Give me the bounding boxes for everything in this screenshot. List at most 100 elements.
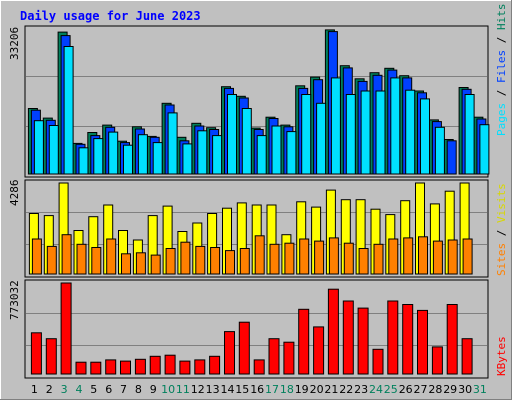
legend-files: Files	[495, 50, 508, 83]
sites-bar-day-23	[358, 248, 369, 275]
kbytes-bar-day-5	[90, 361, 102, 375]
kbytes-bar-day-25	[387, 300, 399, 375]
max-label-hits: 33206	[8, 27, 21, 60]
day-label-12: 12	[191, 383, 205, 396]
pages-bar-day-21	[330, 77, 341, 175]
legend-kbytes: KBytes	[495, 336, 508, 376]
kbytes-bar-day-7	[120, 360, 131, 375]
pages-bar-day-8	[137, 134, 148, 175]
day-label-18: 18	[280, 383, 294, 396]
sites-bar-day-14	[225, 250, 235, 275]
sites-bar-day-24	[373, 243, 384, 275]
kbytes-bar-day-28	[431, 346, 443, 375]
kbytes-bar-day-18	[283, 341, 295, 375]
sites-bar-day-4	[76, 243, 87, 275]
kbytes-bar-day-1	[30, 332, 42, 375]
pages-bar-day-9	[152, 142, 163, 175]
pages-bar-day-22	[345, 94, 356, 175]
sites-bar-day-21	[328, 237, 339, 275]
kbytes-bar-day-29	[446, 304, 458, 375]
pages-bar-day-1	[33, 120, 44, 175]
pages-bar-day-4	[78, 147, 89, 175]
sites-bar-day-27	[418, 236, 428, 275]
day-label-31: 31	[473, 383, 487, 396]
sites-bar-day-2	[46, 245, 57, 275]
kbytes-bar-day-22	[342, 300, 354, 375]
max-label-visits: 4286	[8, 180, 21, 207]
sites-bar-day-29	[447, 239, 458, 275]
kbytes-bar-day-2	[45, 338, 57, 375]
sites-bar-day-20	[314, 240, 325, 275]
chart-title: Daily usage for June 2023	[20, 9, 201, 23]
kbytes-bar-day-9	[149, 355, 161, 375]
pages-bar-day-15	[241, 108, 252, 175]
kbytes-bar-day-3	[60, 282, 72, 375]
day-label-29: 29	[443, 383, 457, 396]
kbytes-bar-day-12	[194, 359, 206, 375]
day-label-30: 30	[458, 383, 472, 396]
day-label-24: 24	[369, 383, 383, 396]
kbytes-bar-day-8	[134, 358, 146, 375]
pages-bar-day-11	[182, 143, 193, 175]
kbytes-bar-day-16	[253, 359, 265, 375]
pages-bar-day-30	[464, 94, 475, 175]
legend-sep: /	[495, 223, 508, 243]
kbytes-bar-day-23	[357, 307, 369, 375]
legend-sep: /	[495, 30, 508, 50]
pages-bar-day-27	[420, 98, 430, 175]
pages-bar-day-23	[360, 90, 371, 175]
kbytes-bar-day-17	[268, 338, 280, 375]
sites-bar-day-10	[165, 248, 176, 275]
pages-bar-day-14	[227, 94, 237, 175]
sites-bar-day-9	[150, 254, 161, 275]
side-legend-visits-sites: Sites / Visits	[495, 183, 508, 276]
kbytes-bar-day-4	[75, 361, 87, 375]
day-label-20: 20	[310, 383, 324, 396]
pages-bar-day-7	[123, 144, 133, 175]
day-label-27: 27	[414, 383, 428, 396]
pages-bar-day-28	[434, 126, 445, 175]
day-label-15: 15	[235, 383, 249, 396]
pages-bar-day-6	[108, 131, 119, 175]
sites-bar-day-6	[106, 238, 117, 275]
day-labels: 1 2 3 4 5 6 7 8 9 10 11 12 13 14 15 16 17 18 19 20 21 22 23 24 2…	[31, 383, 487, 396]
day-label-4: 4	[76, 383, 83, 396]
side-legend-kbytes: KBytes	[495, 336, 508, 376]
day-label-25: 25	[384, 383, 398, 396]
sites-bar-day-30	[462, 238, 473, 275]
sites-bar-day-5	[91, 247, 102, 275]
sites-bar-day-28	[432, 240, 443, 275]
legend-sites: Sites	[495, 243, 508, 276]
pages-bar-day-16	[256, 135, 267, 175]
kbytes-bar-day-14	[224, 331, 235, 375]
pages-bar-day-13	[212, 135, 223, 175]
kbytes-bar-day-30	[461, 338, 473, 375]
sites-bar-day-17	[269, 243, 280, 275]
day-label-16: 16	[250, 383, 264, 396]
sites-bar-day-12	[195, 245, 206, 275]
kbytes-bar-day-26	[402, 304, 414, 375]
sites-bar-day-8	[135, 252, 146, 275]
legend-hits: Hits	[495, 4, 508, 31]
day-label-28: 28	[428, 383, 442, 396]
pages-bar-day-17	[271, 125, 282, 175]
legend-visits: Visits	[495, 183, 508, 223]
day-label-21: 21	[324, 383, 338, 396]
kbytes-bar-day-11	[179, 360, 191, 375]
kbytes-bar-day-20	[313, 326, 325, 375]
bars-layer	[27, 29, 490, 375]
day-label-3: 3	[61, 383, 68, 396]
kbytes-bar-day-13	[209, 355, 221, 375]
pages-bar-day-5	[93, 138, 104, 175]
legend-pages: Pages	[495, 103, 508, 136]
day-label-5: 5	[90, 383, 97, 396]
pages-bar-day-18	[286, 131, 297, 175]
sites-bar-day-1	[31, 238, 42, 275]
day-label-6: 6	[105, 383, 112, 396]
pages-bar-day-31	[479, 124, 490, 175]
day-label-22: 22	[339, 383, 353, 396]
day-label-19: 19	[295, 383, 309, 396]
day-label-23: 23	[354, 383, 368, 396]
sites-bar-day-16	[254, 235, 265, 275]
kbytes-bar-day-21	[327, 288, 339, 375]
